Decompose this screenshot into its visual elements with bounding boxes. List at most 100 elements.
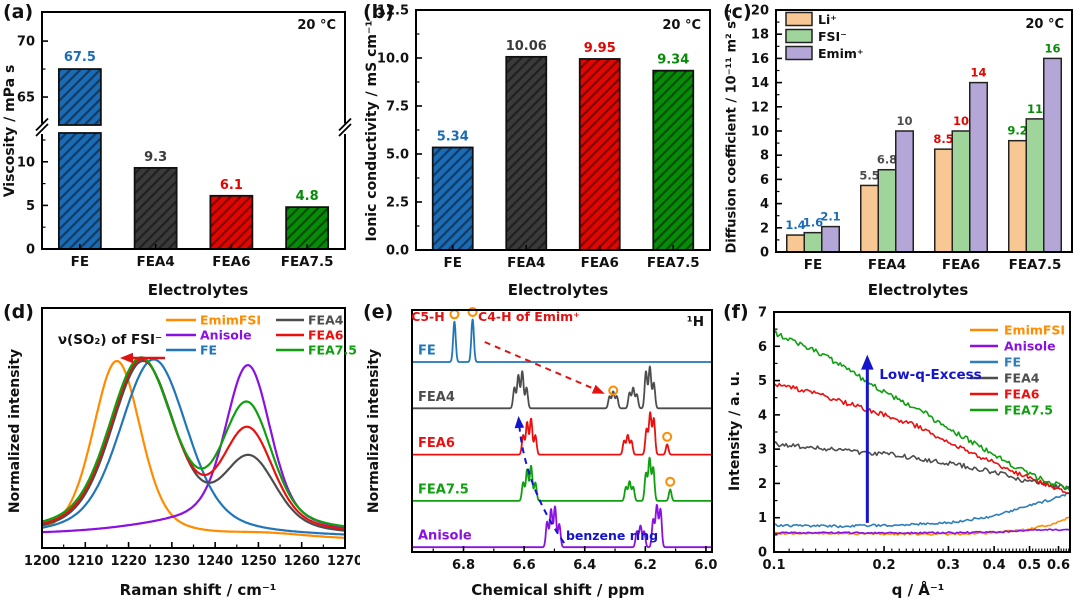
y-tick-label: 5.0 <box>386 148 409 163</box>
y-tick-label: 16 <box>751 52 769 67</box>
legend-label: EmimFSI <box>1004 323 1065 338</box>
panel-e-canvas: FE FEA4 FEA6 FEA7.5 Anisole 6.8 6.6 6.4 6.2 6.0 ¹H… <box>411 307 717 573</box>
arrow-head <box>120 352 133 364</box>
peak-marker <box>662 431 673 442</box>
bar-FEA7.5-FSI⁻ <box>1025 118 1045 253</box>
y-tick-label: 7.5 <box>386 100 409 115</box>
y-tick-label: 0 <box>760 246 769 261</box>
x-tick-label: 0.5 <box>1018 558 1041 573</box>
tick-mark <box>35 117 49 132</box>
x-tick-label: 1240 <box>197 554 233 569</box>
y-tick-label: 14 <box>751 76 769 91</box>
bar-value-label: 10 <box>953 114 969 128</box>
legend-label: FEA6 <box>1004 387 1040 402</box>
peak-marker <box>467 307 478 317</box>
bar-FE-Emim⁺ <box>821 225 840 253</box>
panel-d-letter: (d) <box>3 301 34 323</box>
bar-FE-Li⁺ <box>786 234 805 253</box>
y-tick-label: 10.0 <box>377 52 409 67</box>
nucleus-note: ¹H <box>687 314 704 330</box>
y-tick-label: 3 <box>758 443 767 458</box>
bar-FEA4-FSI⁻ <box>877 168 897 253</box>
annotation-benzene: benzene ring <box>566 528 658 543</box>
y-tick-label: 7 <box>758 306 767 321</box>
tick-mark <box>35 123 49 137</box>
x-category-label: FEA4 <box>868 257 906 273</box>
legend-label: FSI⁻ <box>818 29 847 44</box>
temperature-note: 20 °C <box>1025 17 1064 32</box>
y-tick-label: 70 <box>17 35 35 50</box>
panel-e-ylabel: Normalized intensity <box>366 348 382 514</box>
trace-label: FEA4 <box>418 390 455 405</box>
x-tick-label: 0.4 <box>983 558 1006 573</box>
x-category-label: FE <box>444 255 462 271</box>
y-tick-label: 2.5 <box>386 196 409 211</box>
y-tick-label: 10 <box>17 155 35 170</box>
y-tick-label: 8 <box>760 149 769 164</box>
nmr-trace-FEA4 <box>411 365 713 410</box>
x-category-label: FEA6 <box>581 255 619 271</box>
bar-FEA7.5-Li⁺ <box>1008 139 1027 253</box>
x-category-label: FEA7.5 <box>1009 257 1062 273</box>
panel-e: FE FEA4 FEA6 FEA7.5 Anisole 6.8 6.6 6.4 6.2 6.0 ¹H… <box>360 300 720 600</box>
shift-arrow-blue <box>517 421 565 544</box>
legend-label: FEA4 <box>308 313 344 328</box>
legend-label: EmimFSI <box>200 313 261 328</box>
legend-label: FEA6 <box>308 328 344 343</box>
nmr-trace-Anisole <box>411 503 713 549</box>
bar-FEA4 <box>133 166 178 250</box>
y-tick-label: 18 <box>751 28 769 43</box>
trace-label: Anisole <box>418 529 472 544</box>
nmr-trace-FEA6 <box>411 411 713 456</box>
panel-d-canvas: 1200 1210 1220 1230 1240 1250 1260 1270 EmimFSIA… <box>24 307 360 569</box>
saxs-curve-FEA7.5 <box>773 330 1071 492</box>
shift-arrow-red <box>484 341 602 393</box>
legend-label: FEA4 <box>1004 371 1040 386</box>
trace-label: FEA6 <box>418 436 455 451</box>
y-tick-label: 2 <box>758 477 767 492</box>
legend-label: FEA7.5 <box>1004 403 1053 418</box>
y-tick-label: 65 <box>17 91 35 106</box>
bar-value-label: 9.34 <box>657 53 689 68</box>
y-tick-label: 2 <box>760 221 769 236</box>
peak-marker <box>608 385 619 396</box>
x-tick-label: 0.2 <box>873 558 896 573</box>
saxs-curve-Anisole <box>773 528 1071 535</box>
bar-FEA6-Li⁺ <box>934 148 953 253</box>
panel-a: 67.5 FE 9.3 FEA4 6.1 FEA6 4.8 FEA7.5 0 5 10 65 70 20 … <box>0 0 360 300</box>
bar-FEA7.5 <box>285 206 330 250</box>
legend-label: FE <box>200 343 217 358</box>
panel-f-ylabel: Intensity / a. u. <box>727 370 743 492</box>
y-tick-label: 12 <box>751 100 769 115</box>
saxs-curve-FEA6 <box>773 382 1071 495</box>
bar-value-label: 2.1 <box>820 210 840 224</box>
trace-label: FE <box>418 344 436 359</box>
x-tick-label: 1220 <box>110 554 146 569</box>
x-tick-label: 1250 <box>240 554 276 569</box>
y-tick-label: 1 <box>758 511 767 526</box>
bar-FEA6 <box>578 58 621 251</box>
bar-FE <box>57 68 102 126</box>
bar-value-label: 16 <box>1044 41 1060 55</box>
panel-c-xlabel: Electrolytes <box>867 281 969 299</box>
legend-label: Emim⁺ <box>818 46 863 61</box>
legend-swatch-FSI⁻ <box>785 28 813 44</box>
legend-label: FE <box>1004 355 1021 370</box>
x-category-label: FE <box>71 254 89 270</box>
y-tick-label: 5 <box>758 374 767 389</box>
annotation-low-q: Low-q-Excess <box>879 367 981 383</box>
y-tick-label: 4 <box>758 408 767 423</box>
bar-FE <box>57 132 102 250</box>
x-tick-label: 6.8 <box>452 558 475 573</box>
bar-FE <box>431 146 474 251</box>
panel-a-ylabel: Viscosity / mPa s <box>2 64 18 198</box>
y-tick-label: 0 <box>758 546 767 561</box>
panel-d-ylabel: Normalized intensity <box>7 348 23 514</box>
bar-FEA4-Li⁺ <box>860 184 879 253</box>
raman-curve-FEA7.5 <box>40 356 347 528</box>
bar-FEA6-FSI⁻ <box>951 130 971 253</box>
y-tick-label: 20 <box>751 4 769 19</box>
y-tick-label: 10 <box>751 125 769 140</box>
x-tick-label: 1270 <box>327 554 360 569</box>
x-tick-label: 1260 <box>284 554 320 569</box>
